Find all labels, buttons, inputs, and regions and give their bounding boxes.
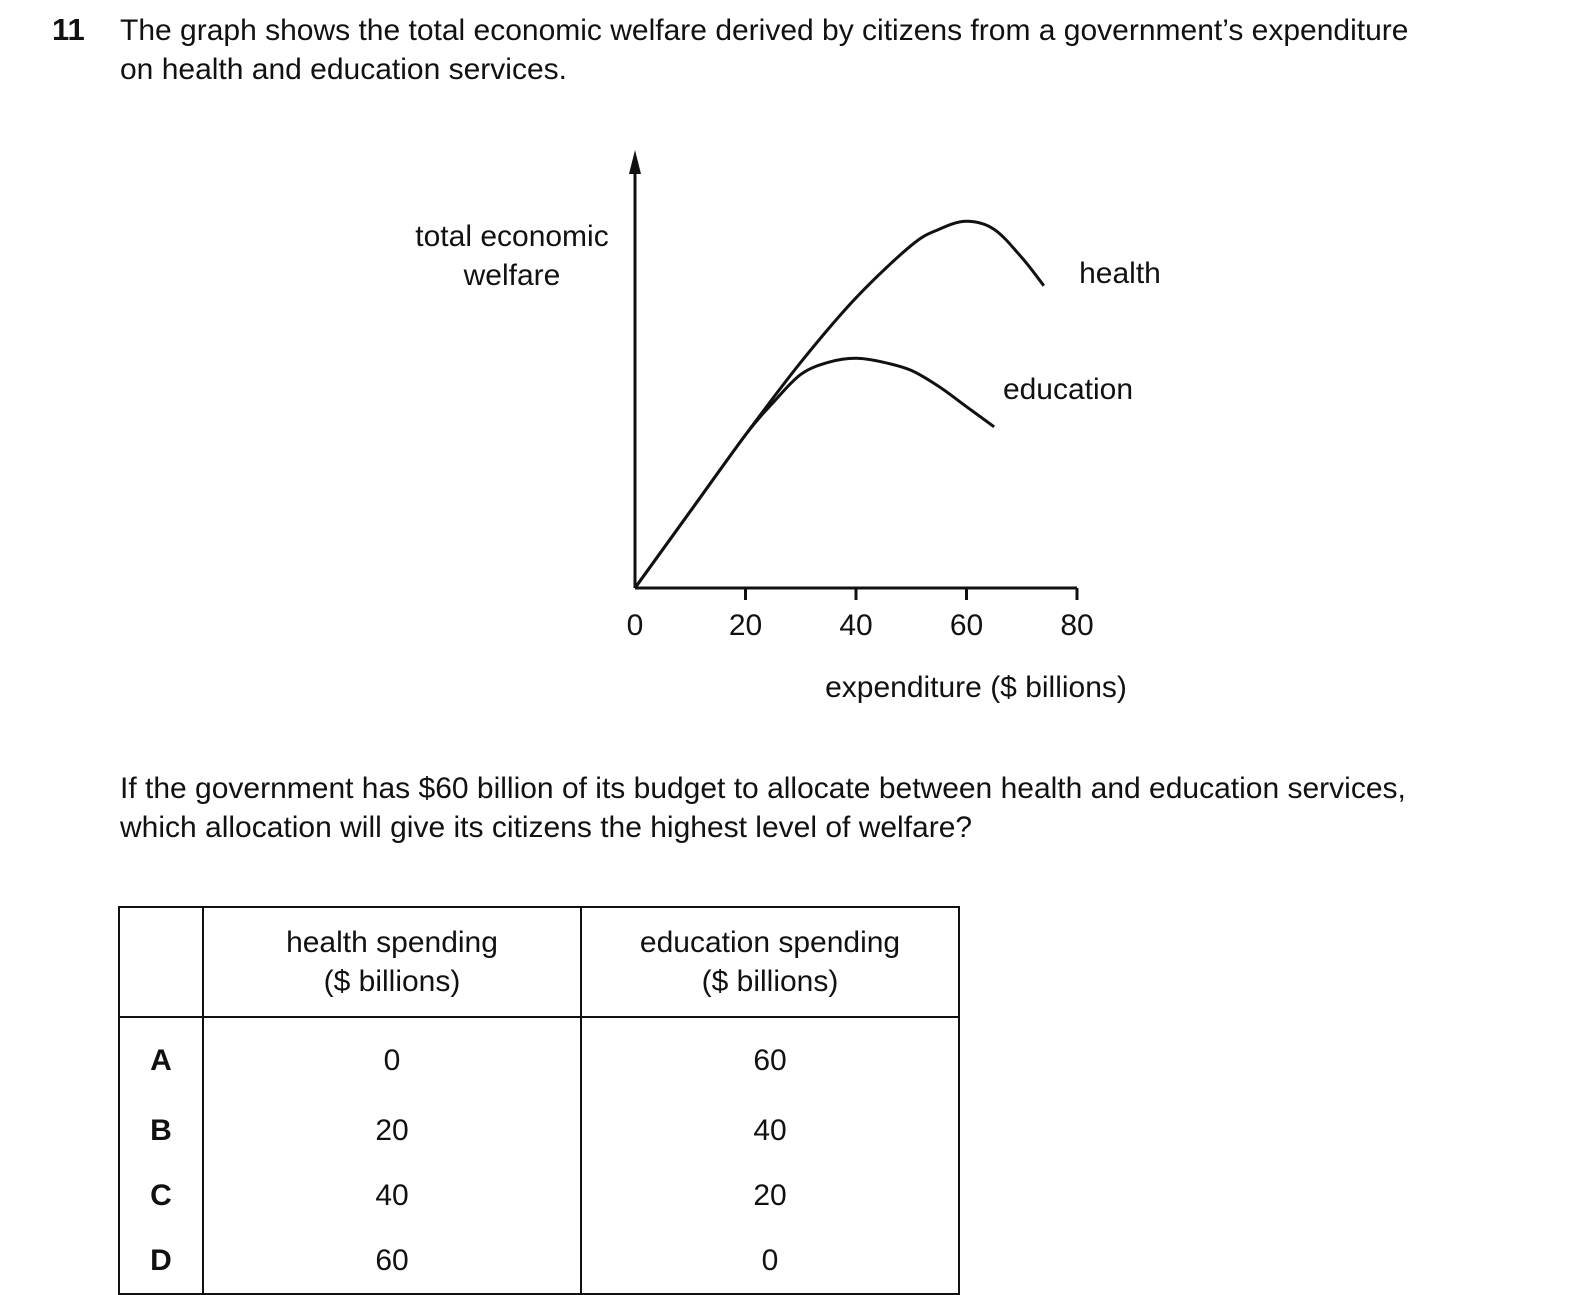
- stem-line-2: on health and education services.: [120, 53, 567, 86]
- header-education-line-1: education spending: [639, 926, 901, 959]
- chart-axes: [629, 150, 1077, 590]
- option-row-d[interactable]: D 60 0: [118, 1228, 960, 1295]
- header-health-spending: health spending ($ billions): [202, 906, 582, 1018]
- option-row-c[interactable]: C 40 20: [118, 1163, 960, 1228]
- prompt-line-1: If the government has $60 billion of its…: [120, 772, 1406, 805]
- option-row-a[interactable]: A 0 60: [118, 1017, 960, 1098]
- x-tick-label: 20: [729, 609, 762, 642]
- option-health-value: 60: [202, 1228, 582, 1295]
- option-row-b[interactable]: B 20 40: [118, 1098, 960, 1163]
- prompt-line-2: which allocation will give its citizens …: [120, 811, 973, 844]
- option-health-value: 40: [202, 1163, 582, 1228]
- table-header-row: health spending ($ billions) education s…: [118, 906, 960, 1018]
- option-letter: C: [118, 1163, 204, 1228]
- option-letter: D: [118, 1228, 204, 1295]
- x-tick-label: 80: [1060, 609, 1093, 642]
- option-letter: B: [118, 1098, 204, 1163]
- option-education-value: 0: [580, 1228, 960, 1295]
- series-labels: health education: [1003, 257, 1161, 406]
- header-health-line-1: health spending: [286, 926, 498, 959]
- x-tick-label: 60: [950, 609, 983, 642]
- header-education-spending: education spending ($ billions): [580, 906, 960, 1018]
- option-education-value: 40: [580, 1098, 960, 1163]
- series-line-education: [633, 356, 996, 589]
- series-label-health: health: [1079, 257, 1161, 290]
- answer-options-table: health spending ($ billions) education s…: [118, 906, 960, 1295]
- x-axis-label: expenditure ($ billions): [825, 671, 1127, 704]
- option-health-value: 20: [202, 1098, 582, 1163]
- y-axis-arrow: [629, 150, 641, 174]
- stem-line-1: The graph shows the total economic welfa…: [120, 14, 1409, 47]
- question-number: 11: [52, 12, 85, 47]
- y-axis-label-line-1: total economic: [415, 220, 608, 253]
- series-label-education: education: [1003, 373, 1133, 406]
- question-prompt: If the government has $60 billion of its…: [120, 769, 1560, 847]
- option-health-value: 0: [202, 1017, 582, 1098]
- welfare-chart: total economic welfare expenditure ($ bi…: [415, 150, 1161, 704]
- option-education-value: 60: [580, 1017, 960, 1098]
- option-education-value: 20: [580, 1163, 960, 1228]
- chart-series: [633, 219, 1046, 589]
- x-tick-label: 0: [627, 609, 644, 642]
- question-stem: The graph shows the total economic welfa…: [120, 11, 1560, 89]
- x-axis-ticks: 0 20 40 60 80: [627, 588, 1094, 642]
- header-blank-cell: [118, 906, 204, 1018]
- series-line-health: [633, 219, 1046, 589]
- header-health-line-2: ($ billions): [323, 965, 461, 998]
- x-tick-label: 40: [839, 609, 872, 642]
- y-axis-label-line-2: welfare: [463, 259, 561, 292]
- option-letter: A: [118, 1017, 204, 1098]
- header-education-line-2: ($ billions): [701, 965, 839, 998]
